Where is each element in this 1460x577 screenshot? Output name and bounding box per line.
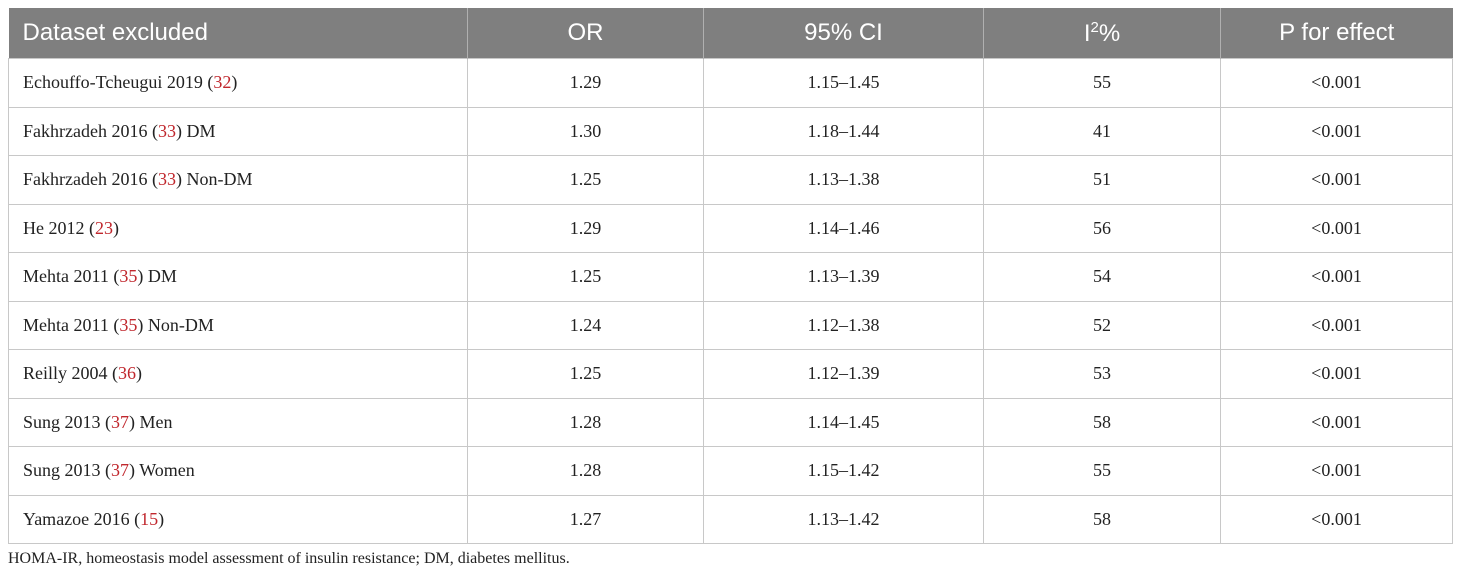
table-cell: 1.27 xyxy=(467,494,704,544)
table-cell: <0.001 xyxy=(1220,58,1453,108)
header-text: % xyxy=(1098,19,1121,47)
reference: (35) xyxy=(113,266,144,287)
table-cell: 1.28 xyxy=(467,446,704,496)
study-name: Sung 2013 xyxy=(23,411,101,432)
table-cell: <0.001 xyxy=(1220,446,1453,496)
table-cell: <0.001 xyxy=(1220,300,1453,350)
dataset-cell: Sung 2013 (37) Women xyxy=(8,446,468,496)
study-name: Echouffo-Tcheugui 2019 xyxy=(23,72,203,93)
table-body: Echouffo-Tcheugui 2019 (32) 1.29 1.15–1.45… xyxy=(8,58,1453,544)
table-cell: 1.25 xyxy=(467,155,704,205)
table-cell: <0.001 xyxy=(1220,397,1453,447)
table-cell: 1.12–1.39 xyxy=(703,349,984,399)
table-cell: 55 xyxy=(983,58,1221,108)
table-row: Sung 2013 (37) Men 1.28 1.14–1.45 58 <0.001 xyxy=(8,397,1453,447)
table-cell: 1.15–1.42 xyxy=(703,446,984,496)
study-name: Sung 2013 xyxy=(23,460,101,481)
table-cell: 1.29 xyxy=(467,58,704,108)
table-cell: 1.13–1.38 xyxy=(703,155,984,205)
footnote: HOMA-IR, homeostasis model assessment of… xyxy=(8,550,570,567)
dataset-cell: Reilly 2004 (36) xyxy=(8,349,468,399)
table-cell: 1.28 xyxy=(467,397,704,447)
table-cell: 1.25 xyxy=(467,349,704,399)
dataset-cell: Fakhrzadeh 2016 (33) Non-DM xyxy=(8,155,468,205)
table-cell: 1.15–1.45 xyxy=(703,58,984,108)
study-name: Reilly 2004 xyxy=(23,363,108,384)
table-cell: <0.001 xyxy=(1220,155,1453,205)
dataset-cell: Fakhrzadeh 2016 (33) DM xyxy=(8,106,468,156)
reference: (15) xyxy=(134,508,165,529)
table-cell: 56 xyxy=(983,203,1221,253)
header-cell: I2% xyxy=(983,8,1221,59)
study-name: Mehta 2011 xyxy=(23,266,109,287)
study-name: Mehta 2011 xyxy=(23,314,109,335)
header-cell: P for effect xyxy=(1220,8,1453,59)
table-cell: 1.12–1.38 xyxy=(703,300,984,350)
table-cell: <0.001 xyxy=(1220,349,1453,399)
header-text: I xyxy=(1083,19,1091,47)
dataset-cell: Sung 2013 (37) Men xyxy=(8,397,468,447)
table-cell: 58 xyxy=(983,494,1221,544)
table-cell: 51 xyxy=(983,155,1221,205)
table-row: He 2012 (23) 1.29 1.14–1.46 56 <0.001 xyxy=(8,203,1453,253)
study-name: Yamazoe 2016 xyxy=(23,508,130,529)
study-name: Fakhrzadeh 2016 xyxy=(23,120,148,141)
table-cell: <0.001 xyxy=(1220,494,1453,544)
table-cell: 58 xyxy=(983,397,1221,447)
table-cell: 41 xyxy=(983,106,1221,156)
reference: (33) xyxy=(151,169,182,190)
header-cell: 95% CI xyxy=(703,8,984,59)
table-cell: <0.001 xyxy=(1220,106,1453,156)
table-row: Mehta 2011 (35) DM 1.25 1.13–1.39 54 <0.001 xyxy=(8,252,1453,302)
dataset-cell: Yamazoe 2016 (15) xyxy=(8,494,468,544)
dataset-cell: He 2012 (23) xyxy=(8,203,468,253)
study-name: Fakhrzadeh 2016 xyxy=(23,169,148,190)
reference: (32) xyxy=(207,72,238,93)
group: Non-DM xyxy=(147,314,214,335)
table-cell: 1.24 xyxy=(467,300,704,350)
table-row: Fakhrzadeh 2016 (33) DM 1.30 1.18–1.44 41 <0… xyxy=(8,106,1453,156)
dataset-cell: Mehta 2011 (35) DM xyxy=(8,252,468,302)
table-cell: <0.001 xyxy=(1220,252,1453,302)
table-cell: 1.30 xyxy=(467,106,704,156)
group: Non-DM xyxy=(186,169,253,190)
reference: (35) xyxy=(113,314,144,335)
table: Dataset excluded OR 95% CI I2% P for effect … xyxy=(8,8,1453,544)
table-cell: 1.29 xyxy=(467,203,704,253)
header-cell: Dataset excluded xyxy=(8,8,468,59)
group: DM xyxy=(186,120,216,141)
reference: (37) xyxy=(105,411,136,432)
table-cell: 1.25 xyxy=(467,252,704,302)
table-row: Fakhrzadeh 2016 (33) Non-DM 1.25 1.13–1.38… xyxy=(8,155,1453,205)
group: Women xyxy=(139,460,195,481)
table-row: Yamazoe 2016 (15) 1.27 1.13–1.42 58 <0.001 xyxy=(8,494,1453,544)
header-row: Dataset excluded OR 95% CI I2% P for effect xyxy=(8,8,1453,59)
group: Men xyxy=(139,411,173,432)
study-name: He 2012 xyxy=(23,217,85,238)
table-cell: 54 xyxy=(983,252,1221,302)
group: DM xyxy=(147,266,177,287)
table-cell: 1.14–1.46 xyxy=(703,203,984,253)
reference: (36) xyxy=(112,363,142,384)
table-cell: 1.13–1.42 xyxy=(703,494,984,544)
header-cell: OR xyxy=(467,8,704,59)
table-row: Reilly 2004 (36) 1.25 1.12–1.39 53 <0.001 xyxy=(8,349,1453,399)
table-row: Echouffo-Tcheugui 2019 (32) 1.29 1.15–1.45… xyxy=(8,58,1453,108)
table-cell: 55 xyxy=(983,446,1221,496)
table-row: Mehta 2011 (35) Non-DM 1.24 1.12–1.38 52 <0.… xyxy=(8,300,1453,350)
table-row: Sung 2013 (37) Women 1.28 1.15–1.42 55 <0.00… xyxy=(8,446,1453,496)
table-cell: 1.14–1.45 xyxy=(703,397,984,447)
table-cell: 53 xyxy=(983,349,1221,399)
reference: (33) xyxy=(151,120,182,141)
table-cell: 1.13–1.39 xyxy=(703,252,984,302)
table-cell: <0.001 xyxy=(1220,203,1453,253)
table-cell: 1.18–1.44 xyxy=(703,106,984,156)
table-cell: 52 xyxy=(983,300,1221,350)
reference: (23) xyxy=(89,217,119,238)
dataset-cell: Echouffo-Tcheugui 2019 (32) xyxy=(8,58,468,108)
header-superscript: 2 xyxy=(1090,18,1099,36)
dataset-cell: Mehta 2011 (35) Non-DM xyxy=(8,300,468,350)
reference: (37) xyxy=(105,460,136,481)
